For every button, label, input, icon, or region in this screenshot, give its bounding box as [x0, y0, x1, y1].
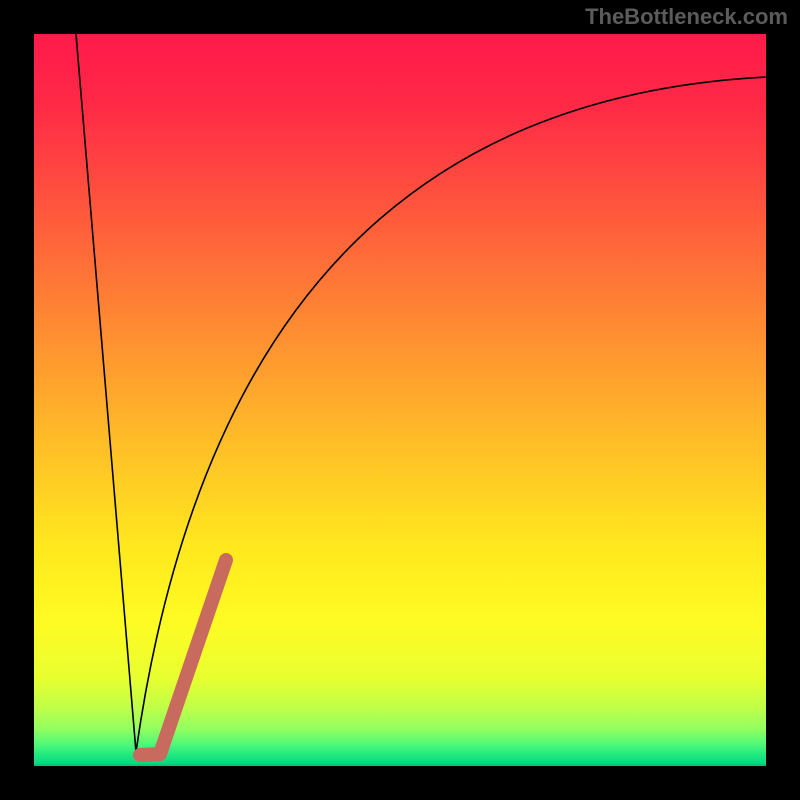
watermark-text: TheBottleneck.com: [585, 4, 788, 30]
plot-background-gradient: [34, 34, 766, 766]
chart-container: TheBottleneck.com: [0, 0, 800, 800]
bottom-green-band: [34, 764, 766, 766]
bottleneck-chart: [0, 0, 800, 800]
